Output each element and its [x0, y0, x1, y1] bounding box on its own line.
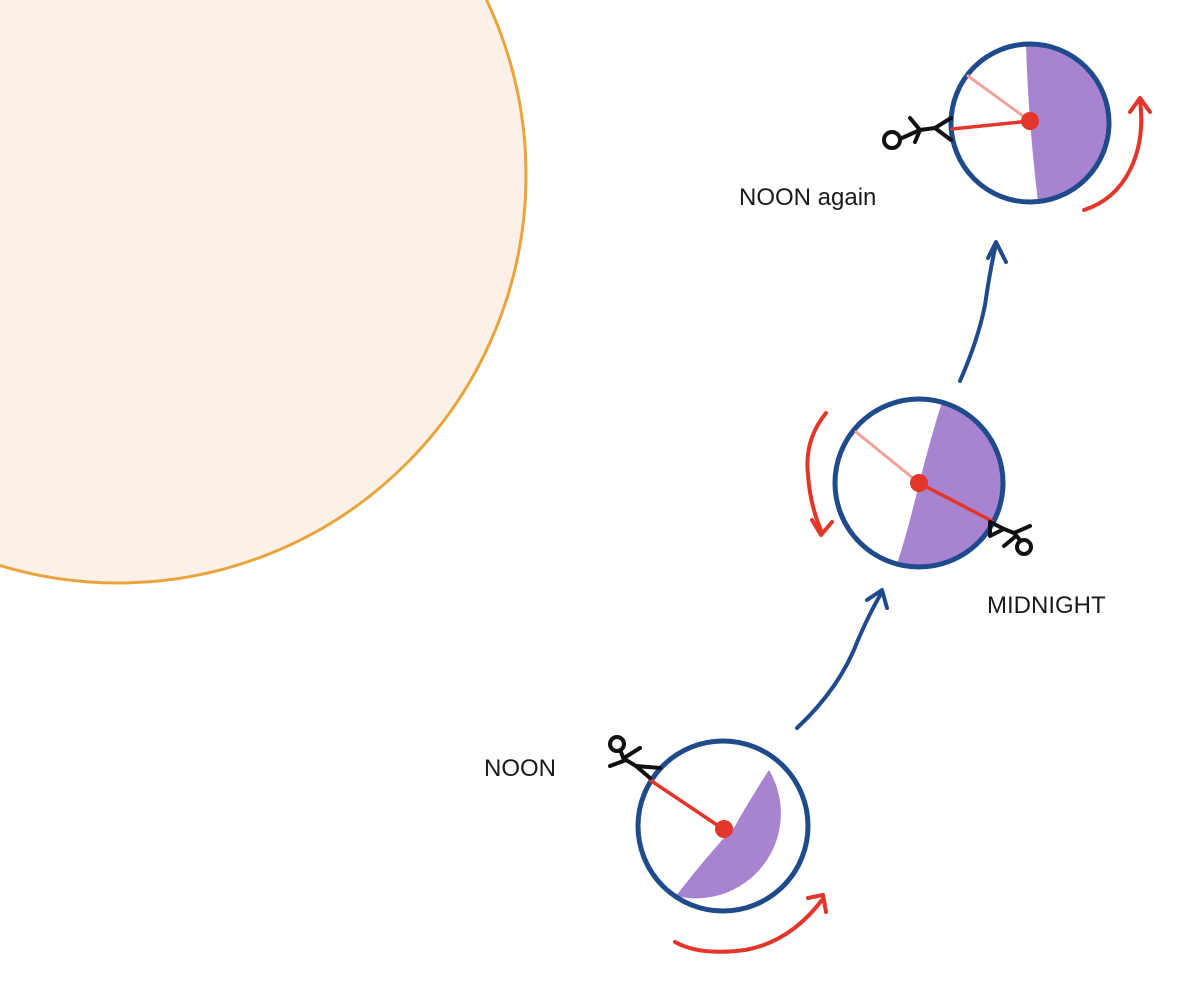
observer-line: [950, 119, 1032, 131]
planet-outline: [948, 41, 1112, 205]
spin-direction-arrow-icon: [805, 411, 834, 537]
observer-icon: [988, 520, 1033, 556]
observer-line: [917, 481, 994, 523]
spin-direction-arrow-icon: [673, 893, 828, 954]
previous-observer-line: [854, 430, 921, 485]
planet-night-side: [1026, 43, 1112, 202]
label-midnight: MIDNIGHT: [987, 592, 1106, 619]
orbit-direction-arrow-icon: [958, 240, 1008, 383]
previous-observer-line: [966, 74, 1032, 123]
label-noon-again: NOON again: [739, 184, 876, 211]
planet-center-dot: [1021, 112, 1039, 130]
planet-midnight: [832, 396, 1006, 570]
observer-icon: [882, 116, 953, 150]
planet-center-dot: [910, 474, 928, 492]
observer-icon: [608, 735, 662, 780]
orbit-direction-arrow-icon: [795, 588, 889, 730]
observer-line: [648, 778, 725, 831]
planet-night-side: [897, 402, 1004, 568]
planet-outline: [635, 738, 811, 914]
planet-center-dot: [715, 820, 733, 838]
planet-outline: [832, 396, 1006, 570]
sun: [0, 0, 528, 585]
planet-noon-again: [948, 41, 1112, 205]
spin-direction-arrow-icon: [1082, 96, 1152, 212]
label-noon: NOON: [484, 755, 556, 782]
planet-noon: [635, 738, 811, 914]
